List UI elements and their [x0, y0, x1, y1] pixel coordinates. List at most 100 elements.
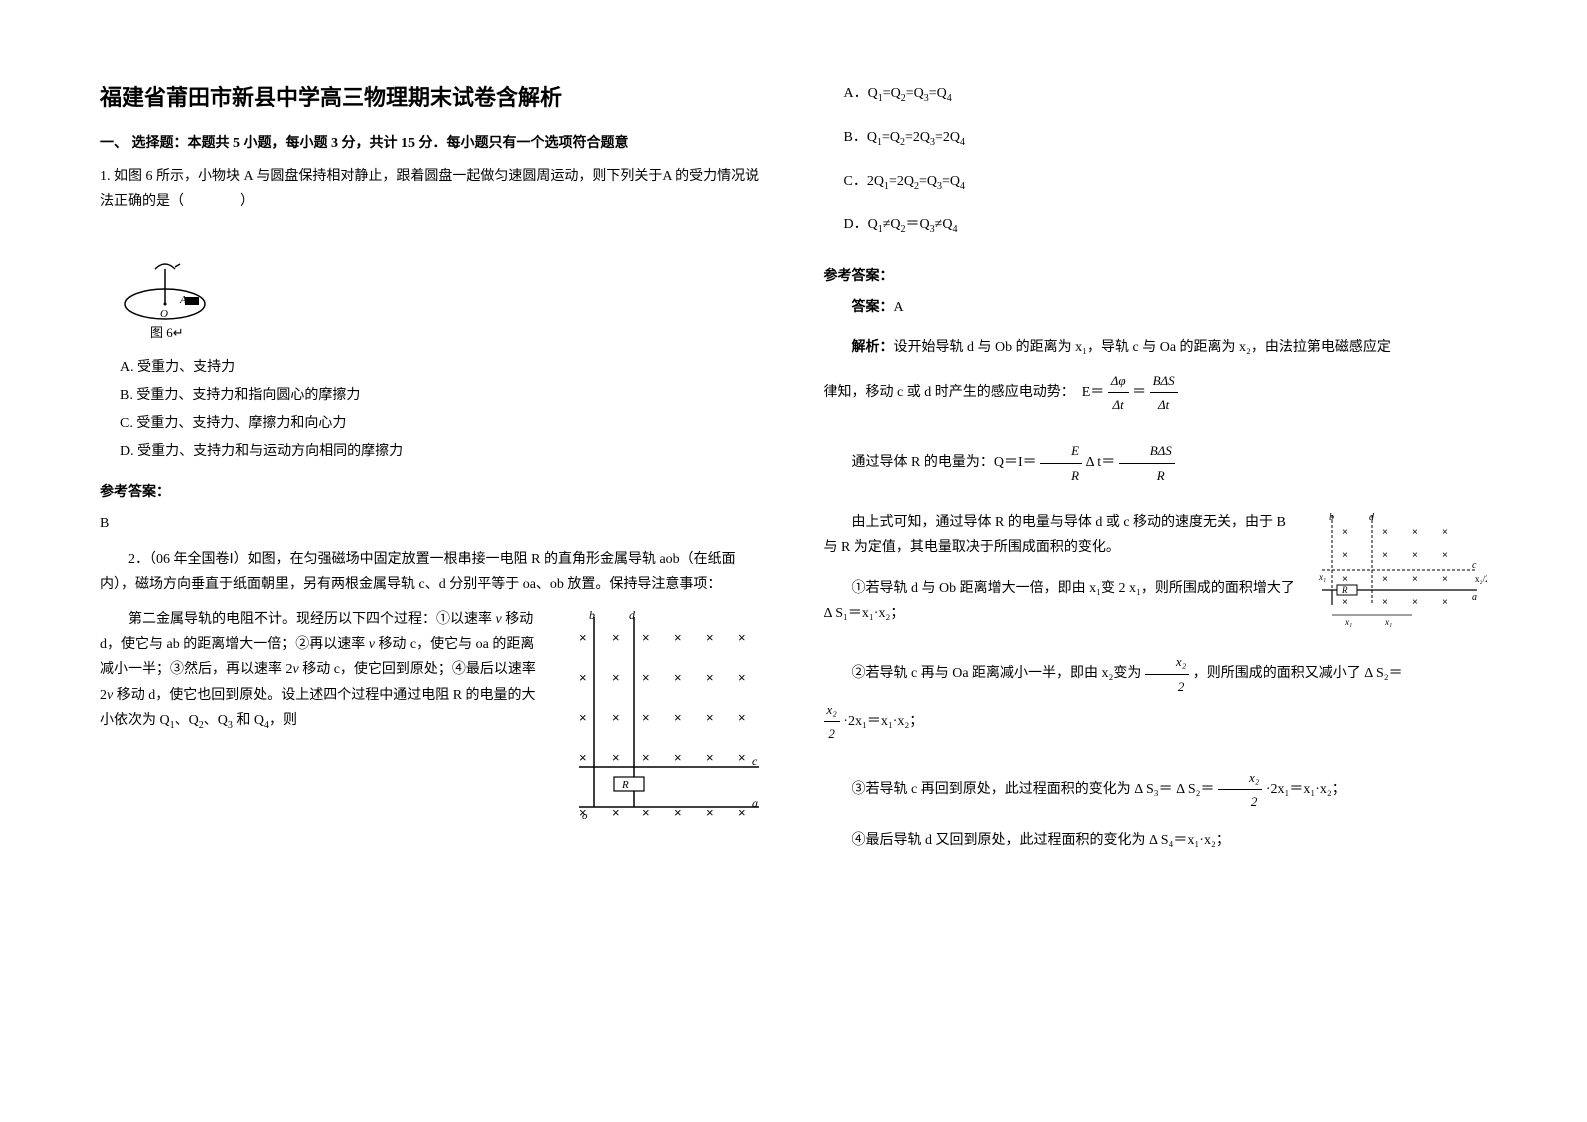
svg-text:×: ×: [579, 750, 587, 765]
svg-text:×: ×: [674, 670, 682, 685]
e6-pre: ②若导轨 c 再与 Oa 距离减小一半，即由 x₂变为: [852, 666, 1145, 681]
svg-text:×: ×: [612, 670, 620, 685]
q1-option-d: D. 受重力、支持力和与运动方向相同的摩擦力: [120, 438, 764, 466]
svg-text:×: ×: [706, 750, 714, 765]
oc-eq2: =Q: [919, 174, 937, 189]
section-header: 一、 选择题：本题共 5 小题，每小题 3 分，共计 15 分．每小题只有一个选…: [100, 132, 764, 152]
svg-text:×: ×: [706, 805, 714, 820]
q2-option-b: B．Q1=Q2=2Q3=2Q4: [844, 124, 1488, 153]
f3d: R: [1040, 464, 1082, 487]
ob-eq3: =2Q: [935, 130, 960, 145]
q2-expl6: ②若导轨 c 再与 Oa 距离减小一半，即由 x₂变为 x₂2 ，则所围成的面积…: [824, 650, 1488, 698]
svg-text:x₁: x₁: [1344, 617, 1352, 627]
svg-text:图 6↵: 图 6↵: [150, 325, 184, 339]
svg-text:b: b: [589, 608, 595, 622]
oa-pre: A．Q: [844, 86, 878, 101]
q1-option-b: B. 受重力、支持力和指向圆心的摩擦力: [120, 382, 764, 410]
ans-label: 答案：: [852, 300, 894, 315]
q2-formula-1: 律知，移动 c 或 d 时产生的感应电动势： E＝ ΔφΔt ＝ BΔSΔt: [824, 369, 1488, 417]
f1d: Δt: [1108, 393, 1129, 416]
oc-eq1: =2Q: [889, 174, 914, 189]
fx2d3: 2: [1218, 790, 1262, 813]
expl1: 设开始导轨 d 与 Ob 的距离为 x₁，导轨 c 与 Oa 的距离为 x₂，由…: [894, 340, 1391, 355]
svg-text:×: ×: [579, 710, 587, 725]
svg-text:×: ×: [1342, 574, 1348, 585]
svg-text:x₂/2: x₂/2: [1475, 574, 1487, 584]
fx2n2: x₂: [824, 698, 840, 722]
q2-p2-m4: 移动 d，使它也回到原处。设上述四个过程中通过电阻 R 的电量的大小依次为 Q: [100, 688, 536, 728]
svg-text:×: ×: [674, 805, 682, 820]
svg-text:×: ×: [706, 630, 714, 645]
svg-text:×: ×: [1382, 550, 1388, 561]
q2-answer-line: 答案：A: [824, 295, 1488, 320]
q2-option-d: D．Q1≠Q2＝Q3≠Q4: [844, 211, 1488, 240]
ob-eq2: =2Q: [905, 130, 930, 145]
oa-eq2: =Q: [906, 86, 924, 101]
f2d: Δt: [1150, 393, 1178, 416]
svg-text:×: ×: [579, 630, 587, 645]
svg-text:×: ×: [1342, 527, 1348, 538]
q1-option-a: A. 受重力、支持力: [120, 354, 764, 382]
q2-option-a: A．Q1=Q2=Q3=Q4: [844, 80, 1488, 109]
svg-text:×: ×: [738, 750, 746, 765]
q1-text: 1. 如图 6 所示，小物块 A 与圆盘保持相对静止，跟着圆盘一起做匀速圆周运动…: [100, 164, 764, 214]
fx2n: x₂: [1145, 650, 1189, 674]
svg-text:x₁: x₁: [1318, 572, 1326, 582]
fx2d: 2: [1145, 675, 1189, 698]
svg-text:×: ×: [1442, 550, 1448, 561]
ob-eq1: =Q: [882, 130, 900, 145]
svg-text:×: ×: [642, 630, 650, 645]
document-title: 福建省莆田市新县中学高三物理期末试卷含解析: [100, 80, 764, 112]
svg-text:b: b: [1329, 512, 1334, 523]
q2-small-diagram: R b d c a x₁ x₂/2 ×××× ×××× ×××× ×××× x₁…: [1317, 510, 1487, 630]
q2-expl7: ③若导轨 c 再回到原处，此过程面积的变化为 Δ S₃＝ Δ S₂＝ x₂2 ·…: [824, 766, 1488, 814]
svg-text:d: d: [1369, 512, 1375, 523]
svg-text:O: O: [160, 308, 168, 320]
q1-option-c: C. 受重力、支持力、摩擦力和向心力: [120, 410, 764, 438]
f3-mid: Δ t＝: [1086, 455, 1119, 470]
q2-row: 第二金属导轨的电阻不计。现经历以下四个过程：①以速率 v 移动 d，使它与 ab…: [100, 607, 764, 827]
svg-text:c: c: [752, 754, 758, 768]
svg-text:a: a: [1472, 592, 1477, 603]
f1n: Δφ: [1108, 369, 1129, 393]
svg-text:×: ×: [1442, 597, 1448, 608]
svg-text:×: ×: [1412, 550, 1418, 561]
svg-text:×: ×: [612, 710, 620, 725]
q2-explanation-1: 解析：设开始导轨 d 与 Ob 的距离为 x₁，导轨 c 与 Oa 的距离为 x…: [824, 335, 1488, 360]
svg-text:×: ×: [1342, 597, 1348, 608]
od-2: 2: [901, 224, 906, 235]
s3: 3: [228, 719, 233, 730]
e6-suf: ，则所围成的面积又减小了 Δ S₂＝: [1193, 666, 1403, 681]
svg-text:×: ×: [1382, 597, 1388, 608]
answer-header-2: 参考答案：: [824, 265, 1488, 285]
f4n: BΔS: [1119, 439, 1175, 463]
od-4: 4: [952, 224, 957, 235]
svg-text:d: d: [629, 608, 636, 622]
q2-formula-2: 通过导体 R 的电量为：Q＝I＝ ER Δ t＝ BΔSR: [824, 439, 1488, 487]
svg-text:R: R: [621, 779, 629, 791]
e6-l2: ·2x₁＝x₁·x₂；: [843, 714, 923, 729]
svg-text:A: A: [179, 294, 187, 306]
q2-expl8: ④最后导轨 d 又回到原处，此过程面积的变化为 Δ S₄＝x₁·x₂；: [824, 828, 1488, 853]
svg-text:a: a: [752, 796, 758, 810]
svg-text:×: ×: [738, 630, 746, 645]
oc-4: 4: [960, 180, 965, 191]
q2-p2-end: ，则: [269, 713, 297, 728]
svg-text:×: ×: [612, 750, 620, 765]
right-column: A．Q1=Q2=Q3=Q4 B．Q1=Q2=2Q3=2Q4 C．2Q1=2Q2=…: [824, 80, 1488, 1082]
q1-diagram: A O 图 6↵: [120, 239, 764, 339]
f3-pre: 通过导体 R 的电量为：Q＝I＝: [852, 455, 1037, 470]
svg-text:×: ×: [612, 805, 620, 820]
q2-option-c: C．2Q1=2Q2=Q3=Q4: [844, 168, 1488, 197]
f2n: BΔS: [1150, 369, 1178, 393]
e7-suf: ·2x₁＝x₁·x₂；: [1266, 782, 1346, 797]
svg-text:×: ×: [642, 670, 650, 685]
svg-text:×: ×: [674, 630, 682, 645]
svg-text:×: ×: [579, 670, 587, 685]
svg-text:x₁: x₁: [1384, 617, 1392, 627]
svg-text:×: ×: [1412, 574, 1418, 585]
svg-text:×: ×: [738, 710, 746, 725]
q2-expl6-line2: x₂2 ·2x₁＝x₁·x₂；: [824, 698, 1488, 746]
od-eq1: ≠Q: [883, 217, 901, 232]
svg-text:×: ×: [1412, 597, 1418, 608]
